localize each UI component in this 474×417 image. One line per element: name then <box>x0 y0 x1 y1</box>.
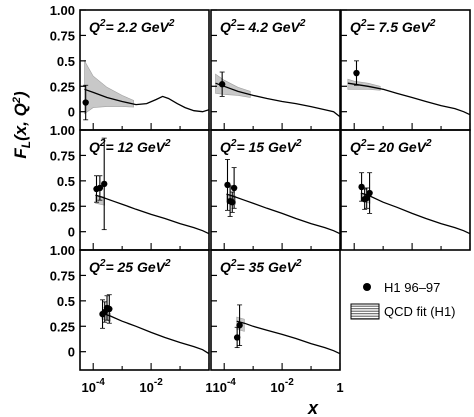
x-tick-label: 1 <box>205 380 212 395</box>
qcd-fit-curve <box>95 194 209 235</box>
q2-label: Q2= 20 GeV2 <box>350 138 432 155</box>
qcd-fit-band <box>84 59 134 115</box>
qcd-fit-curve <box>226 193 340 235</box>
data-point <box>96 184 104 192</box>
legend: H1 96–97 QCD fit (H1) <box>350 280 456 320</box>
data-point <box>101 180 108 188</box>
y-tick-label: 0.25 <box>50 79 75 94</box>
x-tick-label: 10-4 <box>82 377 106 395</box>
y-tick-label: 0.5 <box>57 174 75 189</box>
panel-grid: Q2= 2.2 GeV2 1.00 0.75 0.5 0.25 0 Q2= 4.2 GeV2… <box>50 3 471 395</box>
qcd-fit-curve <box>84 88 209 113</box>
x-tick-label: 10-2 <box>139 377 163 395</box>
y-tick-label: 0.75 <box>50 148 75 163</box>
q2-label: Q2= 25 GeV2 <box>89 258 171 275</box>
panel-frame <box>340 129 471 251</box>
legend-data-label: H1 96–97 <box>384 280 440 295</box>
q2-label: Q2= 12 GeV2 <box>89 138 171 155</box>
x-tick-label: 10-4 <box>213 377 237 395</box>
y-axis-title: FL(x, Q2) <box>11 91 33 159</box>
q2-label: Q2= 2.2 GeV2 <box>89 18 175 35</box>
data-point <box>233 334 241 341</box>
qcd-fit-curve <box>215 82 340 118</box>
qcd-fit-curve <box>347 82 470 116</box>
y-tick-label: 1.00 <box>50 3 75 18</box>
panel-q2-4.2: Q2= 4.2 GeV2 <box>210 9 341 131</box>
data-point <box>363 194 370 202</box>
y-tick-label: 0.5 <box>57 294 75 309</box>
y-tick-label: 0.75 <box>50 28 75 43</box>
legend-fit-swatch <box>350 303 380 320</box>
data-point <box>366 189 373 197</box>
panel-q2-2.2: Q2= 2.2 GeV2 1.00 0.75 0.5 0.25 0 <box>50 3 210 131</box>
data-point <box>236 322 243 329</box>
q2-label: Q2= 15 GeV2 <box>220 138 302 155</box>
data-point <box>106 305 113 313</box>
y-tick-label: 0 <box>68 225 75 240</box>
data-point <box>82 99 89 106</box>
legend-data-marker <box>363 283 371 291</box>
data-point <box>224 181 231 189</box>
panel-q2-15: Q2= 15 GeV2 <box>210 129 341 251</box>
panel-q2-7.5: Q2= 7.5 GeV2 <box>340 9 471 131</box>
panel-q2-12: Q2= 12 GeV2 1.00 0.75 0.5 0.25 0 <box>50 123 210 251</box>
x-tick-label: 10-2 <box>270 377 294 395</box>
y-tick-label: 0.25 <box>50 199 75 214</box>
qcd-fit-band <box>347 78 381 91</box>
data-point <box>218 81 226 88</box>
y-tick-label: 0 <box>68 345 75 360</box>
y-tick-label: 1.00 <box>50 123 75 138</box>
data-point <box>353 69 360 77</box>
y-tick-label: 0.5 <box>57 54 75 69</box>
panel-q2-35: Q2= 35 GeV2 <box>210 249 341 371</box>
legend-fit-label: QCD fit (H1) <box>384 304 456 319</box>
y-tick-label: 1.00 <box>50 243 75 258</box>
panel-q2-20: Q2= 20 GeV2 <box>340 129 471 251</box>
q2-label: Q2= 35 GeV2 <box>220 258 302 275</box>
panel-frame <box>210 249 341 371</box>
x-tick-label: 1 <box>336 380 343 395</box>
y-tick-label: 0 <box>68 105 75 120</box>
data-point <box>230 184 238 192</box>
qcd-fit-curve <box>101 312 209 355</box>
panel-q2-25: Q2= 25 GeV2 1.00 0.75 0.5 0.25 0 <box>50 243 210 371</box>
qcd-fit-curve <box>360 192 470 235</box>
data-point <box>358 183 365 191</box>
y-tick-label: 0.25 <box>50 319 75 334</box>
qcd-fit-curve <box>236 320 340 355</box>
x-axis-title: x <box>307 398 319 417</box>
q2-label: Q2= 7.5 GeV2 <box>350 18 436 35</box>
q2-label: Q2= 4.2 GeV2 <box>220 18 306 35</box>
qcd-fit-band <box>215 73 251 98</box>
y-tick-label: 0.75 <box>50 268 75 283</box>
panel-frame <box>79 249 210 371</box>
